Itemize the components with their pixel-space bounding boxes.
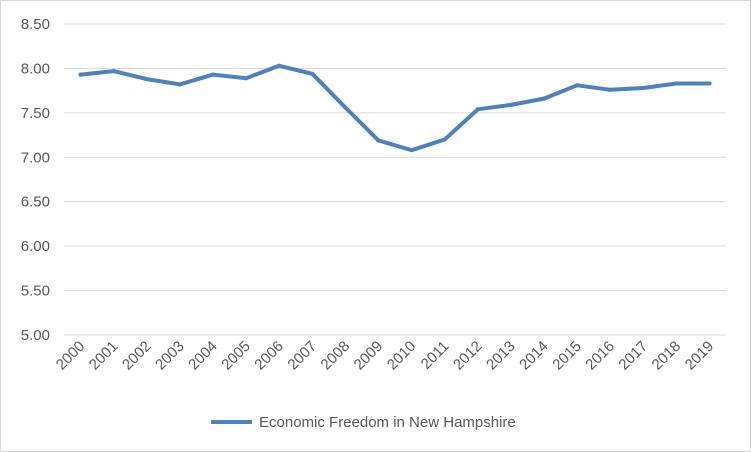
x-tick-label: 2013 <box>483 338 519 374</box>
data-point-2012 <box>475 107 480 112</box>
y-tick-label: 8.50 <box>21 16 50 33</box>
legend-label: Economic Freedom in New Hampshire <box>259 414 516 431</box>
data-point-2007 <box>310 71 315 76</box>
data-point-2001 <box>111 69 116 74</box>
x-tick-label: 2003 <box>152 338 188 374</box>
x-tick-label: 2019 <box>682 338 718 374</box>
data-point-2011 <box>442 137 447 142</box>
x-tick-label: 2004 <box>185 338 221 374</box>
data-point-2010 <box>409 148 414 153</box>
data-point-2015 <box>575 83 580 88</box>
series-line-0 <box>78 63 712 153</box>
x-tick-label: 2000 <box>53 338 89 374</box>
x-tick-label: 2008 <box>318 338 354 374</box>
data-point-2008 <box>343 105 348 110</box>
y-axis-tick-labels: 5.00 5.50 6.00 6.50 7.00 7.50 8.00 8.50 <box>21 16 50 344</box>
y-tick-label: 6.00 <box>21 238 50 255</box>
x-tick-label: 2010 <box>384 338 420 374</box>
y-tick-label: 7.00 <box>21 149 50 166</box>
data-point-2009 <box>376 138 381 143</box>
x-tick-label: 2014 <box>516 338 552 374</box>
data-point-2006 <box>277 63 282 68</box>
x-axis-tick-labels: 2000200120022003200420052006200720082009… <box>53 338 718 374</box>
y-tick-label: 5.00 <box>21 327 50 344</box>
x-tick-label: 2011 <box>418 338 453 373</box>
y-tick-label: 8.00 <box>21 60 50 77</box>
data-point-2014 <box>541 96 546 101</box>
x-tick-label: 2016 <box>582 338 618 374</box>
x-tick-label: 2002 <box>119 338 155 374</box>
y-tick-label: 5.50 <box>21 283 50 300</box>
data-point-2018 <box>674 81 679 86</box>
x-tick-label: 2006 <box>251 338 287 374</box>
data-point-2003 <box>177 82 182 87</box>
series-layer <box>78 63 712 153</box>
data-point-2013 <box>508 102 513 107</box>
x-tick-label: 2015 <box>549 338 585 374</box>
data-point-2004 <box>210 72 215 77</box>
x-tick-label: 2001 <box>86 338 122 374</box>
y-tick-label: 6.50 <box>21 194 50 211</box>
x-tick-label: 2005 <box>218 338 254 374</box>
x-tick-label: 2012 <box>450 338 486 374</box>
data-point-2000 <box>78 72 83 77</box>
data-point-2017 <box>641 85 646 90</box>
legend: Economic Freedom in New Hampshire <box>211 414 516 431</box>
x-tick-label: 2017 <box>615 338 651 374</box>
data-point-2016 <box>608 87 613 92</box>
gridlines <box>64 23 726 336</box>
y-tick-label: 7.50 <box>21 105 50 122</box>
data-point-2019 <box>707 81 712 86</box>
data-point-2002 <box>144 77 149 82</box>
x-tick-label: 2009 <box>351 338 387 374</box>
x-tick-label: 2007 <box>284 338 320 374</box>
x-tick-label: 2018 <box>649 338 685 374</box>
data-point-2005 <box>244 76 249 81</box>
